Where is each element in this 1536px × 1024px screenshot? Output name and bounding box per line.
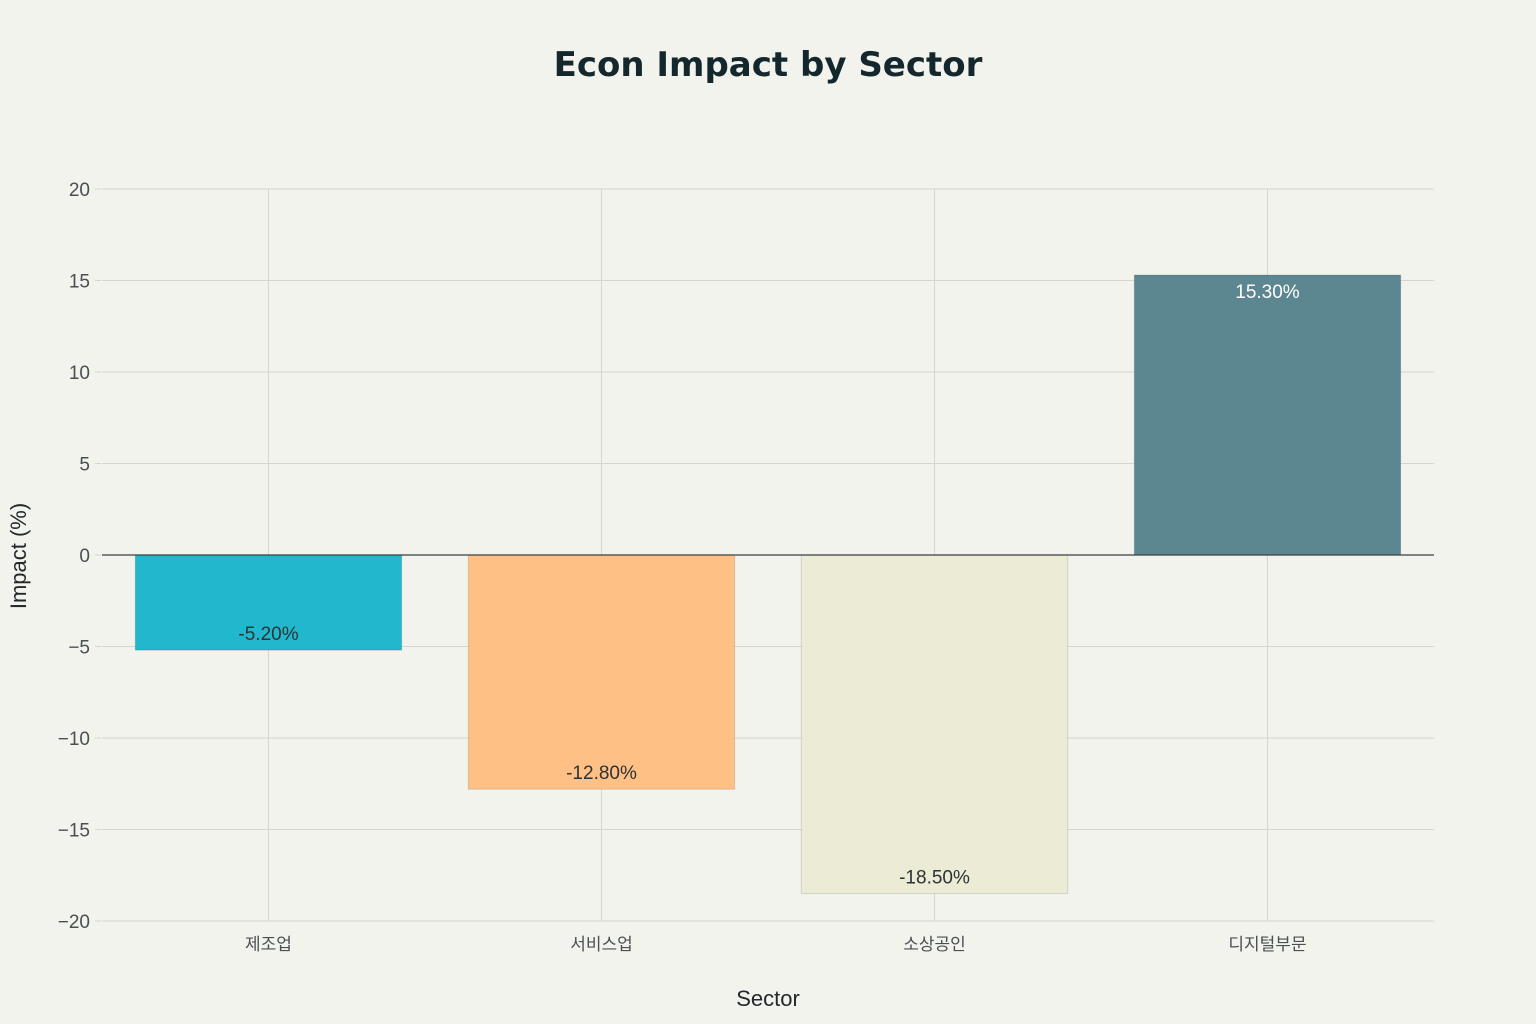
- bar: [467, 554, 736, 790]
- y-tick-label: −15: [58, 821, 90, 842]
- y-tick-label: −10: [58, 729, 90, 750]
- bar: [800, 554, 1069, 895]
- y-tick-label: 15: [69, 272, 90, 293]
- x-tick-label: 제조업: [245, 935, 292, 955]
- y-tick-label: 0: [79, 546, 90, 567]
- x-tick-label: 소상공인: [903, 935, 966, 955]
- bar-value-label: -12.80%: [566, 763, 637, 784]
- x-axis-title: Sector: [736, 986, 800, 1011]
- x-tick-label: 서비스업: [570, 935, 633, 955]
- y-tick-label: −5: [68, 638, 90, 659]
- y-tick-label: 10: [69, 363, 90, 384]
- bar-value-label: -5.20%: [238, 624, 298, 645]
- bars-layer: [134, 274, 1402, 895]
- y-tick-labels: 20 15 10 5 0 −5 −10 −15 −20: [58, 180, 90, 933]
- bar: [134, 554, 403, 651]
- x-tick-label: 디지털부문: [1228, 935, 1306, 955]
- bar-value-label: 15.30%: [1235, 282, 1300, 303]
- x-tick-labels: 제조업 서비스업 소상공인 디지털부문: [245, 935, 1307, 955]
- bar-value-label: -18.50%: [899, 868, 970, 889]
- y-tick-label: −20: [58, 912, 90, 933]
- y-tick-label: 20: [69, 180, 90, 201]
- y-axis-title: Impact (%): [6, 503, 31, 609]
- data-labels: -5.20% -12.80% -18.50% 15.30%: [238, 282, 1299, 889]
- chart-title: Econ Impact by Sector: [554, 45, 983, 85]
- y-tick-label: 5: [79, 455, 90, 476]
- bar: [1133, 274, 1402, 556]
